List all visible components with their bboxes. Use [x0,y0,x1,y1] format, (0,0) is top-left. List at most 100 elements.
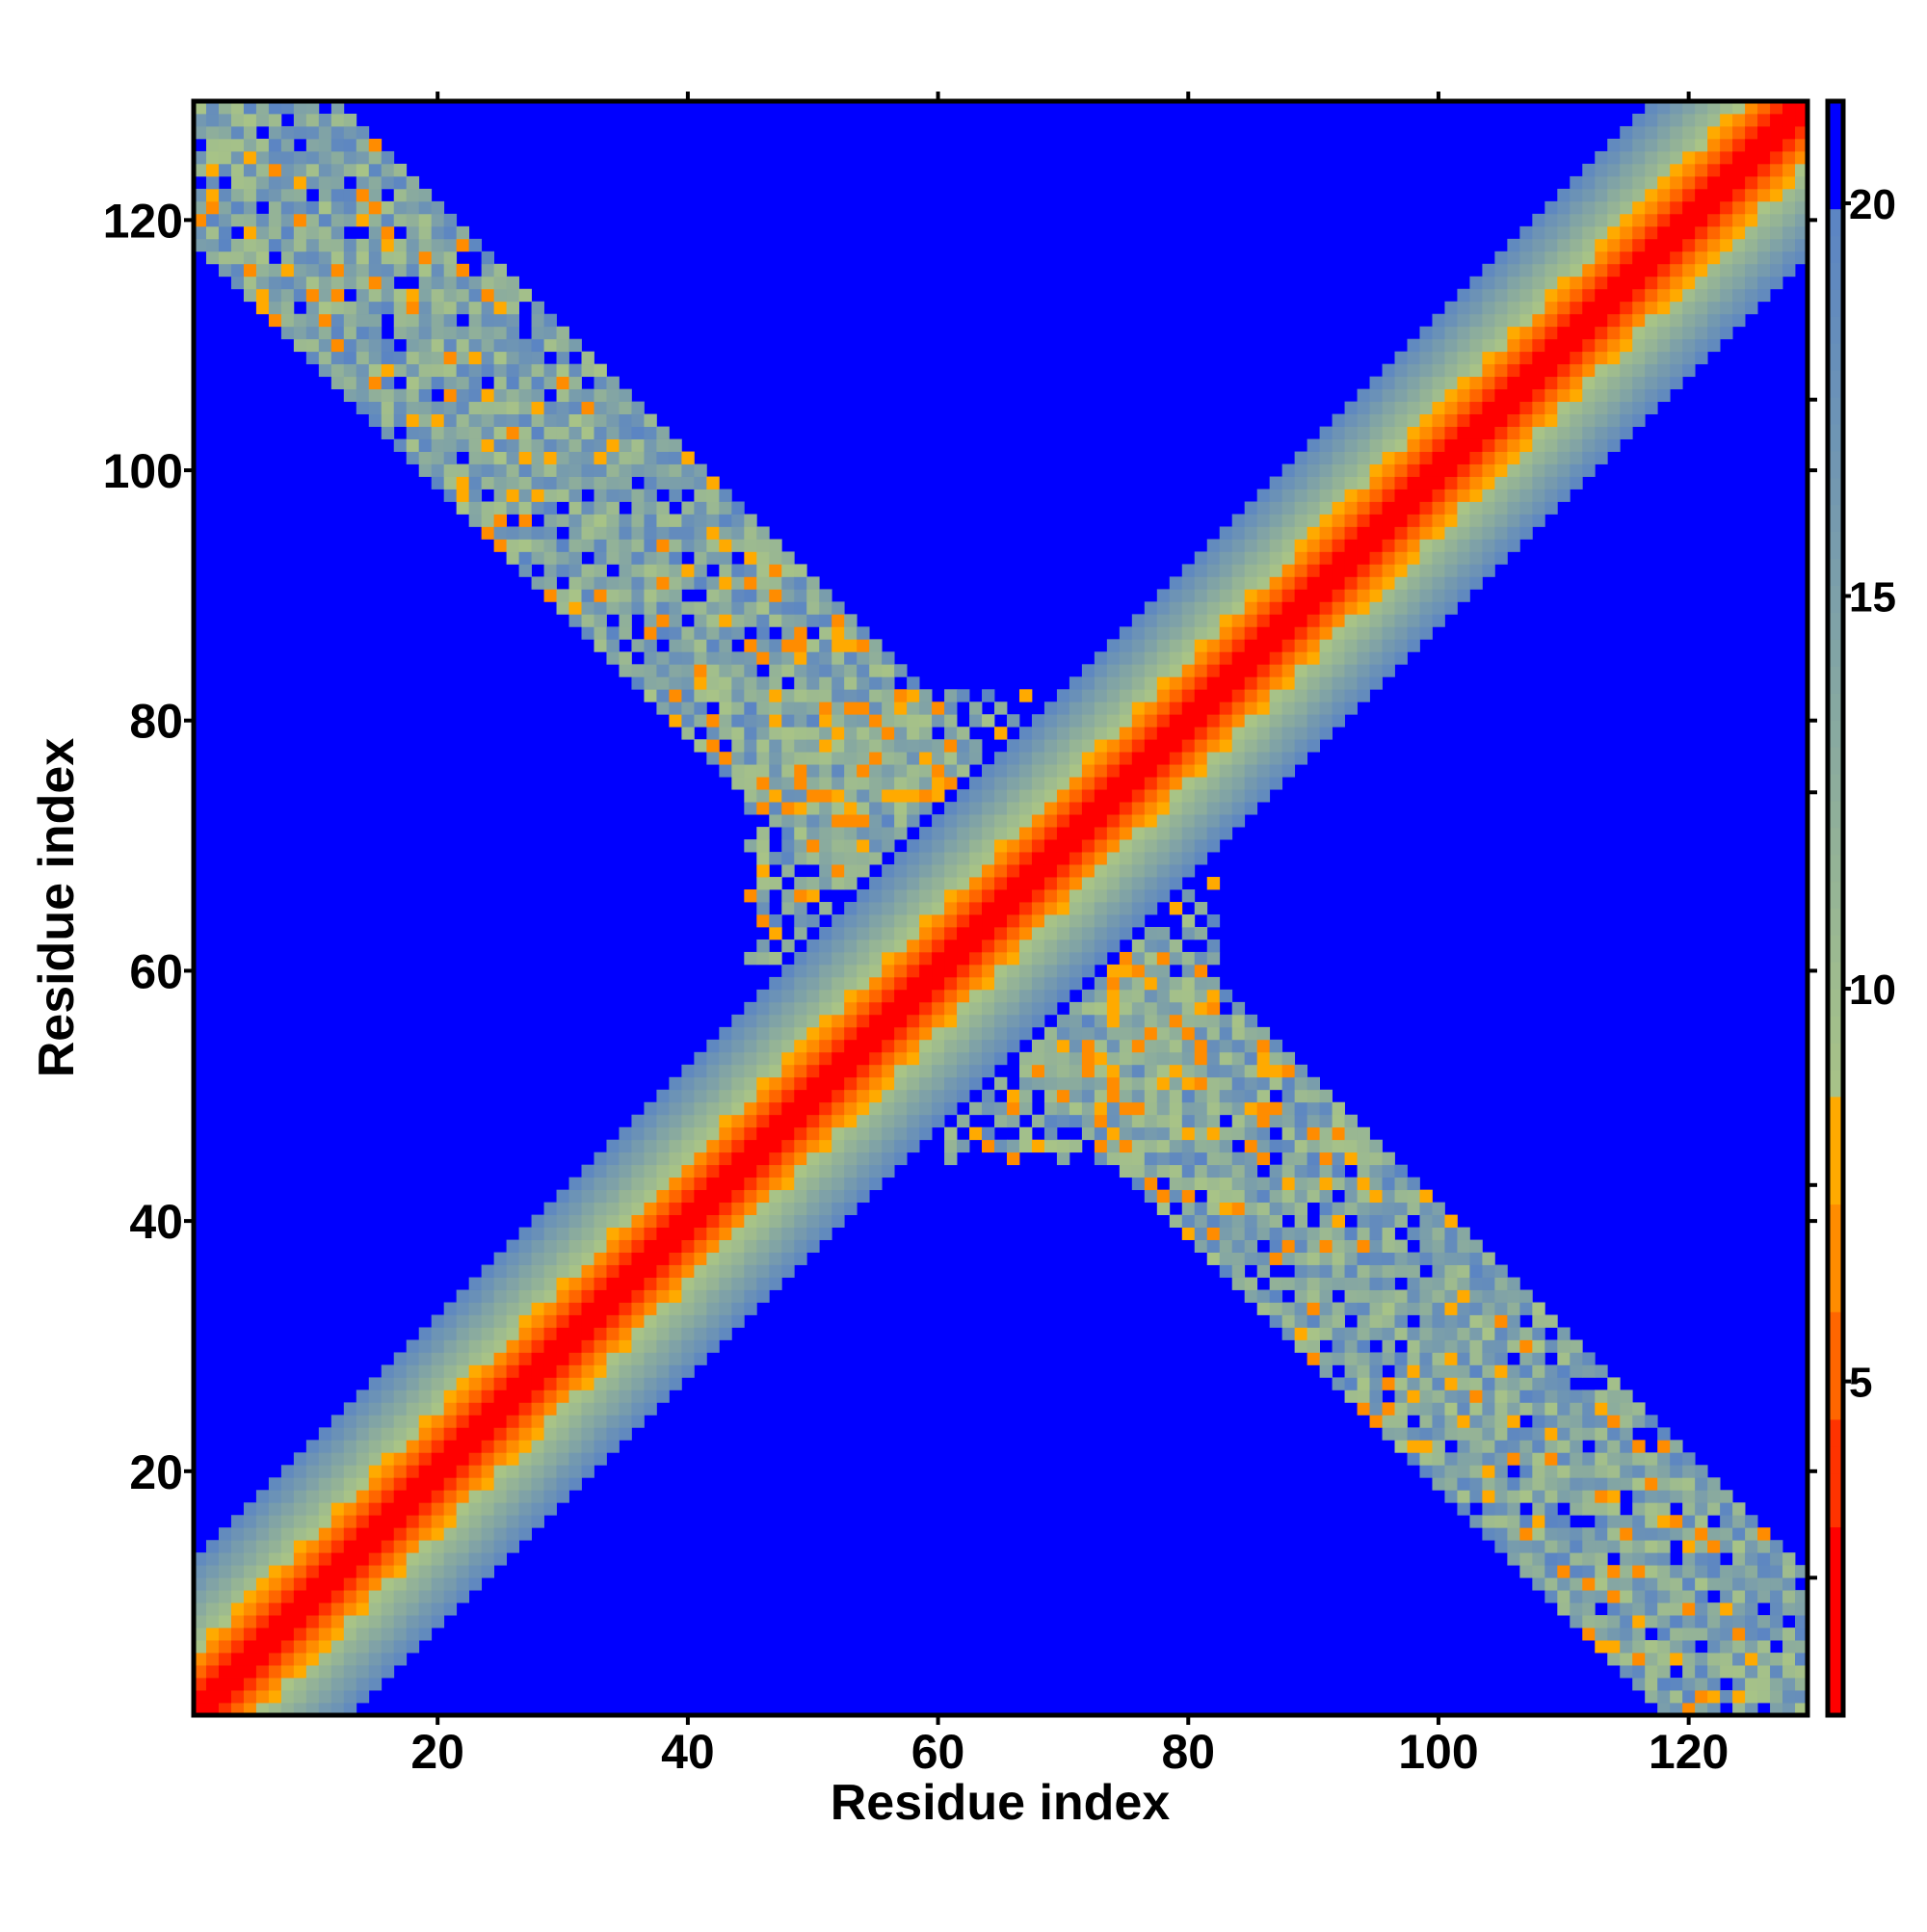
heatmap-cell [769,1039,782,1053]
heatmap-cell [1281,1302,1296,1315]
heatmap-cell [907,802,920,815]
heatmap-cell [318,188,332,202]
heatmap-cell [1344,1151,1358,1166]
heatmap-cell [1281,463,1296,477]
heatmap-cell [1231,639,1246,652]
heatmap-cell [493,351,508,365]
heatmap-cell [1094,976,1108,991]
heatmap-cell [1369,1364,1383,1378]
heatmap-cell [1094,864,1108,878]
heatmap-cell [431,351,445,365]
heatmap-cell [456,413,470,427]
heatmap-cell [1332,639,1345,652]
heatmap-cell [343,1515,357,1528]
heatmap-cell [969,701,983,715]
heatmap-cell [1256,676,1271,690]
heatmap-cell [456,1527,470,1541]
heatmap-cell [293,1515,307,1528]
heatmap-cell [1607,326,1621,340]
heatmap-cell [756,1101,770,1116]
heatmap-cell [368,288,383,303]
heatmap-cell [969,739,983,753]
heatmap-cell [606,388,620,403]
heatmap-cell [518,1465,532,1478]
heatmap-cell [1194,1126,1208,1141]
heatmap-cell [957,689,970,702]
heatmap-cell [1432,463,1445,477]
heatmap-cell [1557,451,1571,464]
heatmap-cell [631,1377,645,1390]
heatmap-cell [1582,238,1596,252]
heatmap-cell [1231,1227,1246,1240]
heatmap-cell [305,138,320,152]
heatmap-cell [669,539,682,552]
heatmap-cell [719,1126,732,1141]
heatmap-cell [1294,514,1308,527]
heatmap-cell [619,1139,632,1153]
heatmap-cell [1407,463,1420,477]
heatmap-cell [531,1314,544,1328]
heatmap-cell [882,714,895,728]
heatmap-cell [857,1014,870,1028]
heatmap-cell [631,1415,645,1428]
heatmap-cell [744,689,757,702]
heatmap-cell [1544,1590,1558,1603]
heatmap-cell [1394,1264,1408,1278]
heatmap-cell [518,338,532,353]
heatmap-cell [1607,1402,1621,1416]
heatmap-cell [1319,1264,1333,1278]
heatmap-cell [368,1377,383,1390]
heatmap-cell [1457,564,1470,577]
heatmap-cell [481,1264,495,1278]
heatmap-cell [1144,989,1158,1003]
heatmap-cell [406,301,420,315]
heatmap-cell [1595,175,1608,190]
heatmap-cell [1219,1039,1233,1053]
heatmap-cell [1607,200,1621,215]
heatmap-cell [1507,1277,1520,1290]
heatmap-cell [869,1014,883,1028]
heatmap-cell [230,101,245,115]
heatmap-cell [894,902,908,915]
heatmap-cell [243,263,257,278]
heatmap-cell [1544,251,1558,265]
heatmap-cell [280,276,295,290]
heatmap-cell [694,1264,707,1278]
heatmap-cell [994,926,1008,940]
heatmap-cell [368,251,383,265]
heatmap-cell [1482,1402,1495,1416]
heatmap-cell [543,551,557,565]
heatmap-cell [243,200,257,215]
heatmap-cell [744,564,757,577]
heatmap-cell [268,175,282,190]
heatmap-cell [944,852,958,865]
heatmap-cell [1357,1289,1370,1303]
heatmap-cell [656,1289,670,1303]
heatmap-cell [493,1427,508,1441]
heatmap-cell [1570,251,1583,265]
heatmap-cell [1544,1477,1558,1491]
heatmap-cell [1332,1377,1345,1390]
heatmap-cell [1457,1339,1470,1353]
heatmap-cell [631,589,645,602]
heatmap-cell [1194,1051,1208,1066]
heatmap-cell [1219,701,1233,715]
heatmap-cell [1620,1590,1633,1603]
heatmap-cell [669,1239,682,1253]
heatmap-cell [731,514,745,527]
heatmap-cell [594,539,607,552]
heatmap-cell [1519,526,1533,540]
heatmap-cell [832,1001,845,1016]
heatmap-cell [330,1615,345,1628]
heatmap-cell [619,1202,632,1216]
heatmap-cell [769,1139,782,1153]
heatmap-cell [305,1540,320,1553]
heatmap-cell [1570,438,1583,452]
heatmap-cell [756,877,770,890]
heatmap-cell [1532,338,1545,353]
heatmap-cell [756,539,770,552]
heatmap-cell [1469,1277,1483,1290]
heatmap-cell [781,1214,795,1228]
heatmap-cell [568,1277,582,1290]
heatmap-cell [1532,1465,1545,1478]
